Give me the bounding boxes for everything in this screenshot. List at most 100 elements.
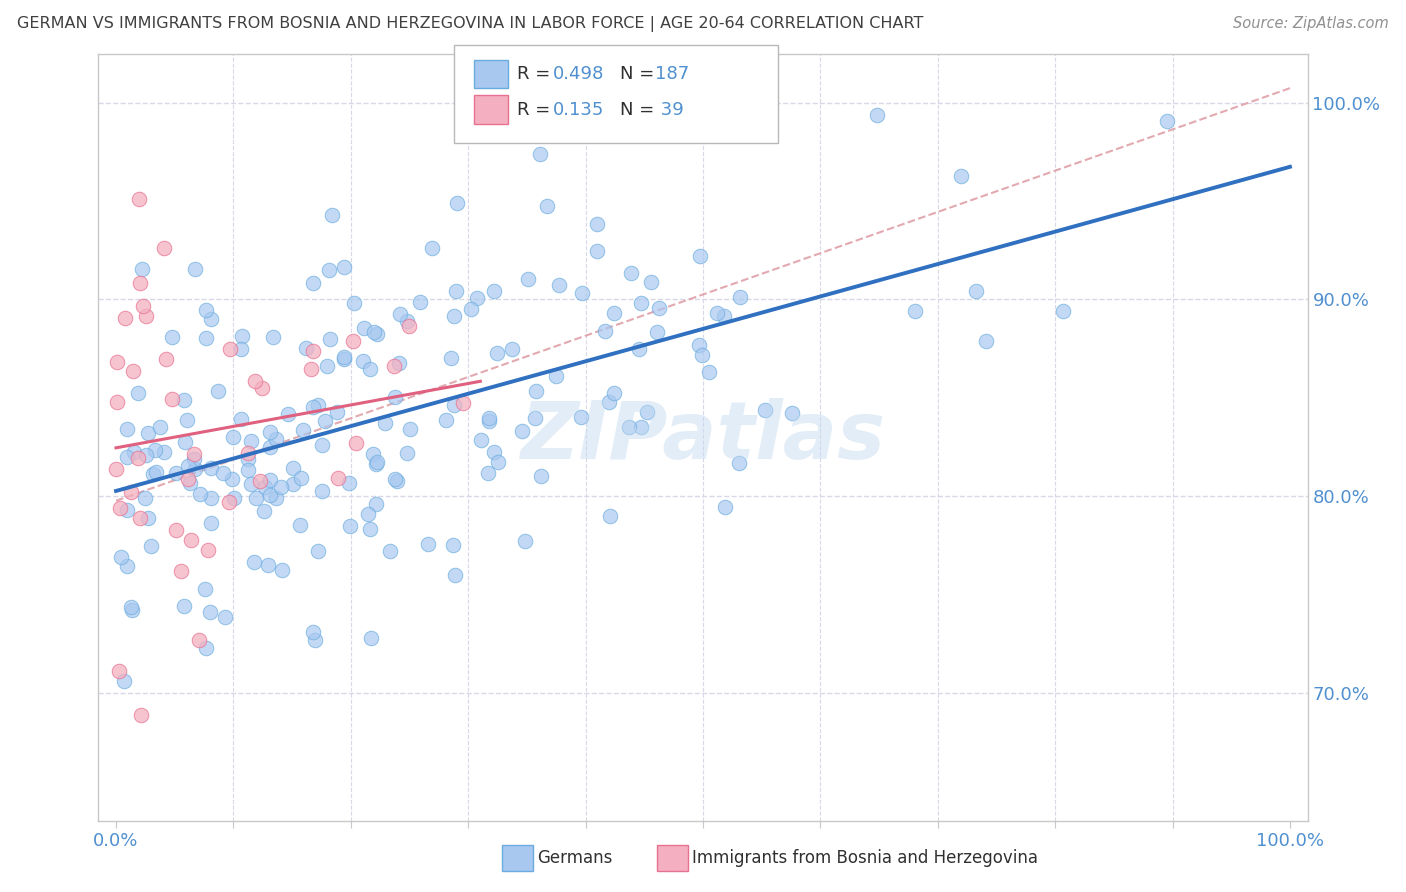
Point	[460, 302, 482, 317]
Point	[364, 497, 387, 511]
Point	[465, 291, 488, 305]
Point	[200, 311, 222, 326]
Point	[194, 582, 217, 597]
Point	[307, 544, 329, 558]
Point	[326, 405, 349, 419]
Point	[145, 465, 167, 479]
Point	[516, 272, 538, 286]
Point	[301, 400, 323, 414]
Point	[548, 277, 571, 292]
Point	[292, 423, 315, 437]
Point	[200, 491, 222, 506]
Point	[180, 533, 202, 548]
Point	[359, 362, 381, 376]
Point	[165, 523, 187, 537]
Point	[689, 249, 711, 263]
Point	[321, 207, 343, 221]
Point	[207, 384, 229, 398]
Point	[114, 311, 136, 326]
Point	[444, 567, 467, 582]
Point	[385, 474, 408, 488]
Point	[706, 306, 728, 320]
Point	[451, 396, 474, 410]
Point	[138, 425, 160, 440]
Point	[219, 342, 242, 356]
Text: 0.498: 0.498	[553, 65, 605, 83]
Point	[243, 555, 266, 569]
Point	[301, 362, 323, 376]
Point	[595, 324, 617, 338]
Point	[374, 416, 396, 430]
Point	[160, 330, 183, 344]
Point	[249, 474, 271, 488]
Point	[238, 463, 260, 477]
Point	[754, 402, 776, 417]
Text: R =: R =	[517, 101, 557, 119]
Point	[128, 193, 150, 207]
Point	[311, 438, 333, 452]
Point	[730, 290, 752, 304]
Text: Germans: Germans	[537, 849, 613, 867]
Point	[714, 500, 737, 515]
Point	[515, 533, 537, 548]
Point	[364, 457, 387, 471]
Text: GERMAN VS IMMIGRANTS FROM BOSNIA AND HERZEGOVINA IN LABOR FORCE | AGE 20-64 CORR: GERMAN VS IMMIGRANTS FROM BOSNIA AND HER…	[17, 16, 924, 32]
Point	[599, 509, 621, 524]
Point	[332, 351, 354, 365]
Text: 39: 39	[655, 101, 683, 119]
Point	[965, 284, 987, 298]
Point	[149, 420, 172, 434]
Point	[339, 519, 361, 533]
Point	[270, 563, 292, 577]
Point	[143, 442, 166, 457]
Point	[128, 276, 150, 290]
Point	[439, 351, 461, 366]
Point	[434, 413, 457, 427]
Point	[378, 544, 401, 558]
Point	[630, 295, 652, 310]
Point	[183, 447, 205, 461]
Point	[301, 344, 323, 359]
Text: 187: 187	[655, 65, 689, 83]
Point	[222, 430, 245, 444]
Point	[259, 473, 281, 487]
Point	[262, 330, 284, 344]
Point	[115, 422, 138, 436]
Point	[115, 559, 138, 574]
Point	[256, 558, 278, 572]
Point	[523, 411, 546, 425]
Point	[384, 472, 406, 486]
Text: ZIPatlas: ZIPatlas	[520, 398, 886, 476]
Point	[134, 491, 156, 505]
Text: Source: ZipAtlas.com: Source: ZipAtlas.com	[1233, 16, 1389, 31]
Point	[728, 456, 751, 470]
Point	[318, 263, 340, 277]
Point	[478, 410, 501, 425]
Point	[571, 286, 593, 301]
Point	[184, 262, 207, 277]
Text: N =: N =	[620, 65, 659, 83]
Point	[526, 384, 548, 398]
Point	[135, 310, 157, 324]
Point	[388, 356, 411, 370]
Point	[177, 458, 200, 473]
Point	[231, 342, 253, 356]
Point	[188, 633, 211, 648]
Point	[221, 472, 243, 486]
Point	[363, 326, 385, 340]
Point	[165, 466, 187, 480]
Point	[486, 454, 509, 468]
Point	[176, 472, 198, 486]
Point	[264, 491, 287, 506]
Point	[904, 304, 927, 318]
Point	[218, 495, 240, 509]
Text: Immigrants from Bosnia and Herzegovina: Immigrants from Bosnia and Herzegovina	[692, 849, 1038, 867]
Point	[692, 348, 714, 362]
Point	[302, 277, 325, 291]
Point	[281, 460, 304, 475]
Point	[382, 359, 405, 373]
Point	[353, 320, 375, 334]
Point	[253, 504, 276, 518]
Point	[529, 146, 551, 161]
Point	[129, 707, 152, 722]
